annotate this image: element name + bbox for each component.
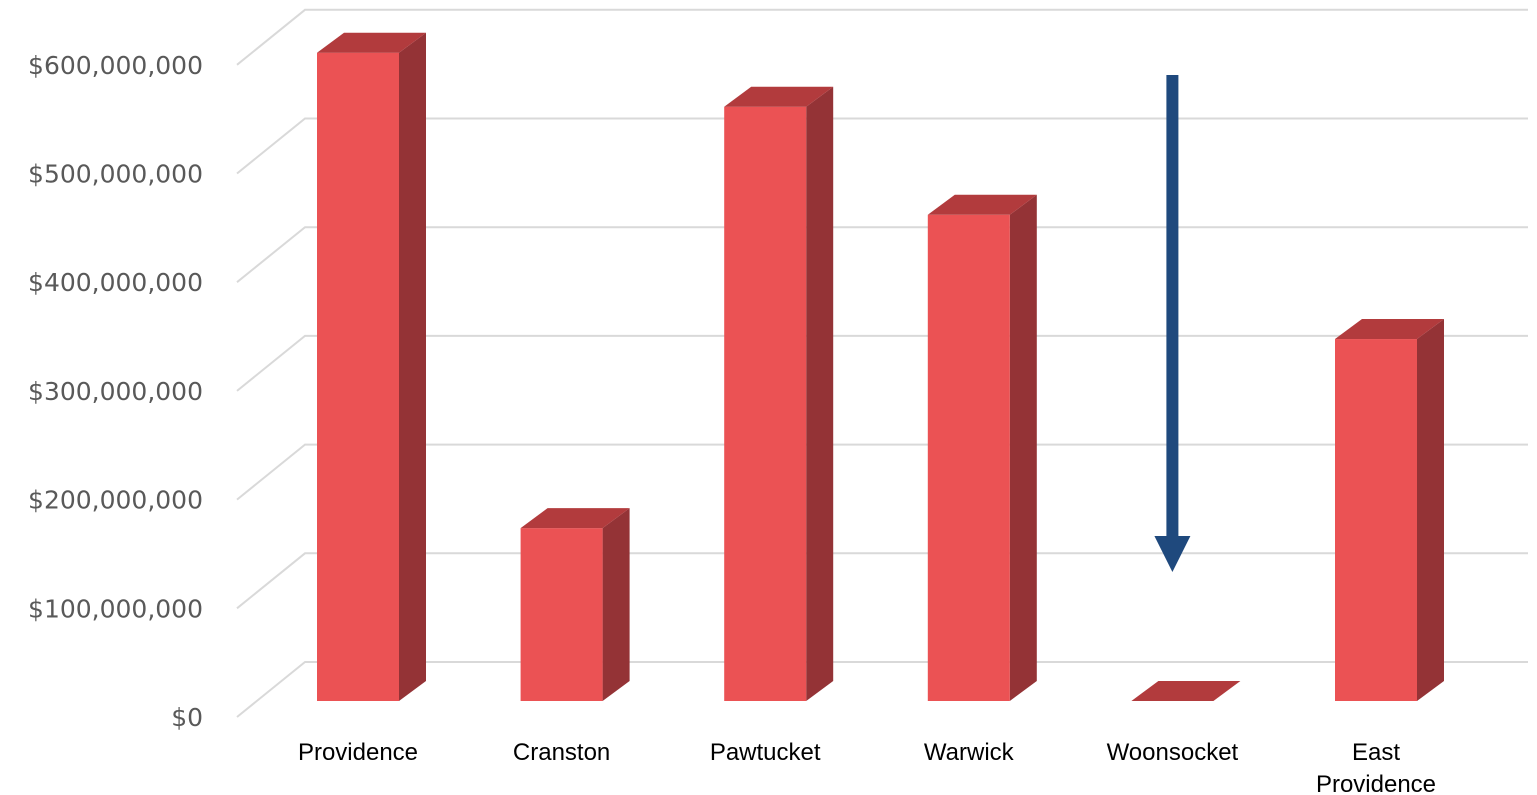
bar-warwick <box>927 194 1037 701</box>
gridline <box>236 226 1528 283</box>
y-tick-label: $400,000,000 <box>28 268 203 297</box>
bar-top <box>520 508 630 529</box>
bar-side <box>399 32 426 702</box>
y-axis-ticks: $0 $100,000,000 $200,000,000 $300,000,000 $4… <box>28 51 203 732</box>
bar-front <box>1335 339 1417 701</box>
gridline <box>236 117 1528 175</box>
bar-top <box>317 32 426 53</box>
bar-front <box>520 528 603 701</box>
bar-front <box>724 106 807 701</box>
bar-side <box>602 508 630 701</box>
bar-top <box>1131 681 1241 701</box>
gridline <box>236 8 1528 66</box>
bar-top <box>724 86 834 107</box>
x-tick-label: Pawtucket <box>710 739 821 766</box>
x-tick-label: Providence <box>298 739 418 766</box>
bar-east-providence <box>1335 319 1444 701</box>
annotations <box>1154 75 1191 572</box>
gridline <box>236 661 1528 718</box>
bar-top <box>927 194 1037 215</box>
gridlines <box>236 8 1528 718</box>
bar-side <box>806 86 834 701</box>
x-tick-label: Cranston <box>513 739 610 766</box>
gridline <box>236 443 1528 501</box>
bar-side <box>1417 319 1444 701</box>
y-tick-label: $300,000,000 <box>28 377 203 406</box>
x-tick-label: Woonsocket <box>1107 739 1239 766</box>
bars <box>317 32 1444 702</box>
gridline <box>236 334 1528 392</box>
bar-providence <box>317 32 426 702</box>
bar-front <box>927 214 1010 701</box>
y-tick-label: $200,000,000 <box>28 486 203 515</box>
down-arrow-icon <box>1154 75 1191 572</box>
bar-pawtucket <box>724 86 834 701</box>
y-tick-label: $500,000,000 <box>28 160 203 189</box>
bar-side <box>1009 194 1037 701</box>
bar-cranston <box>520 508 630 701</box>
y-tick-label: $0 <box>171 703 203 732</box>
x-tick-label: East Providence <box>1316 739 1436 795</box>
bar-front <box>317 52 399 702</box>
x-tick-label: Warwick <box>924 739 1015 766</box>
bar-woonsocket <box>1131 681 1241 701</box>
y-tick-label: $600,000,000 <box>28 51 203 80</box>
bar-top <box>1335 319 1444 340</box>
y-tick-label: $100,000,000 <box>28 594 203 623</box>
x-axis-ticks: Providence Cranston Pawtucket Warwick Woonso… <box>298 739 1436 795</box>
gridline <box>236 552 1528 610</box>
